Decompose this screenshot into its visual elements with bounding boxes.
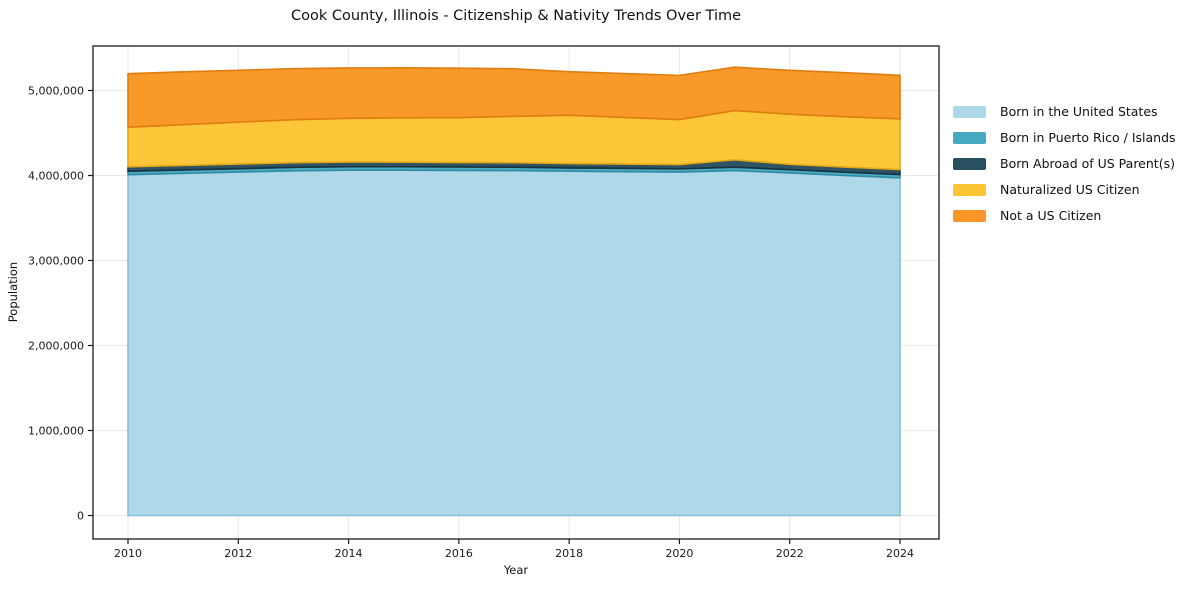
legend: Born in the United States Born in Puerto… (953, 103, 1176, 236)
legend-label-puerto-rico: Born in Puerto Rico / Islands (1000, 129, 1176, 145)
svg-text:2010: 2010 (114, 547, 142, 560)
legend-item-born-us: Born in the United States (953, 103, 1176, 119)
svg-text:2014: 2014 (335, 547, 363, 560)
legend-label-born-us: Born in the United States (1000, 103, 1158, 119)
svg-text:2024: 2024 (886, 547, 914, 560)
svg-text:2018: 2018 (555, 547, 583, 560)
svg-text:2016: 2016 (445, 547, 473, 560)
legend-label-born-abroad: Born Abroad of US Parent(s) (1000, 155, 1175, 171)
y-axis-label: Population (6, 261, 20, 323)
svg-text:2022: 2022 (776, 547, 804, 560)
chart-title: Cook County, Illinois - Citizenship & Na… (290, 8, 742, 24)
svg-text:1,000,000: 1,000,000 (28, 424, 84, 437)
svg-text:3,000,000: 3,000,000 (28, 254, 84, 267)
x-axis-label: Year (503, 563, 529, 577)
svg-text:5,000,000: 5,000,000 (28, 84, 84, 97)
legend-item-naturalized: Naturalized US Citizen (953, 181, 1176, 197)
legend-item-born-abroad: Born Abroad of US Parent(s) (953, 155, 1176, 171)
legend-label-not-citizen: Not a US Citizen (1000, 207, 1102, 223)
svg-text:2,000,000: 2,000,000 (28, 339, 84, 352)
legend-swatch-naturalized (953, 184, 986, 196)
svg-text:2012: 2012 (224, 547, 252, 560)
svg-text:2020: 2020 (665, 547, 693, 560)
svg-text:0: 0 (77, 509, 84, 522)
svg-text:4,000,000: 4,000,000 (28, 169, 84, 182)
legend-label-naturalized: Naturalized US Citizen (1000, 181, 1140, 197)
legend-item-puerto-rico: Born in Puerto Rico / Islands (953, 129, 1176, 145)
legend-swatch-born-abroad (953, 158, 986, 170)
legend-swatch-puerto-rico (953, 132, 986, 144)
legend-swatch-not-citizen (953, 210, 986, 222)
legend-swatch-born-us (953, 106, 986, 118)
legend-item-not-citizen: Not a US Citizen (953, 207, 1176, 223)
